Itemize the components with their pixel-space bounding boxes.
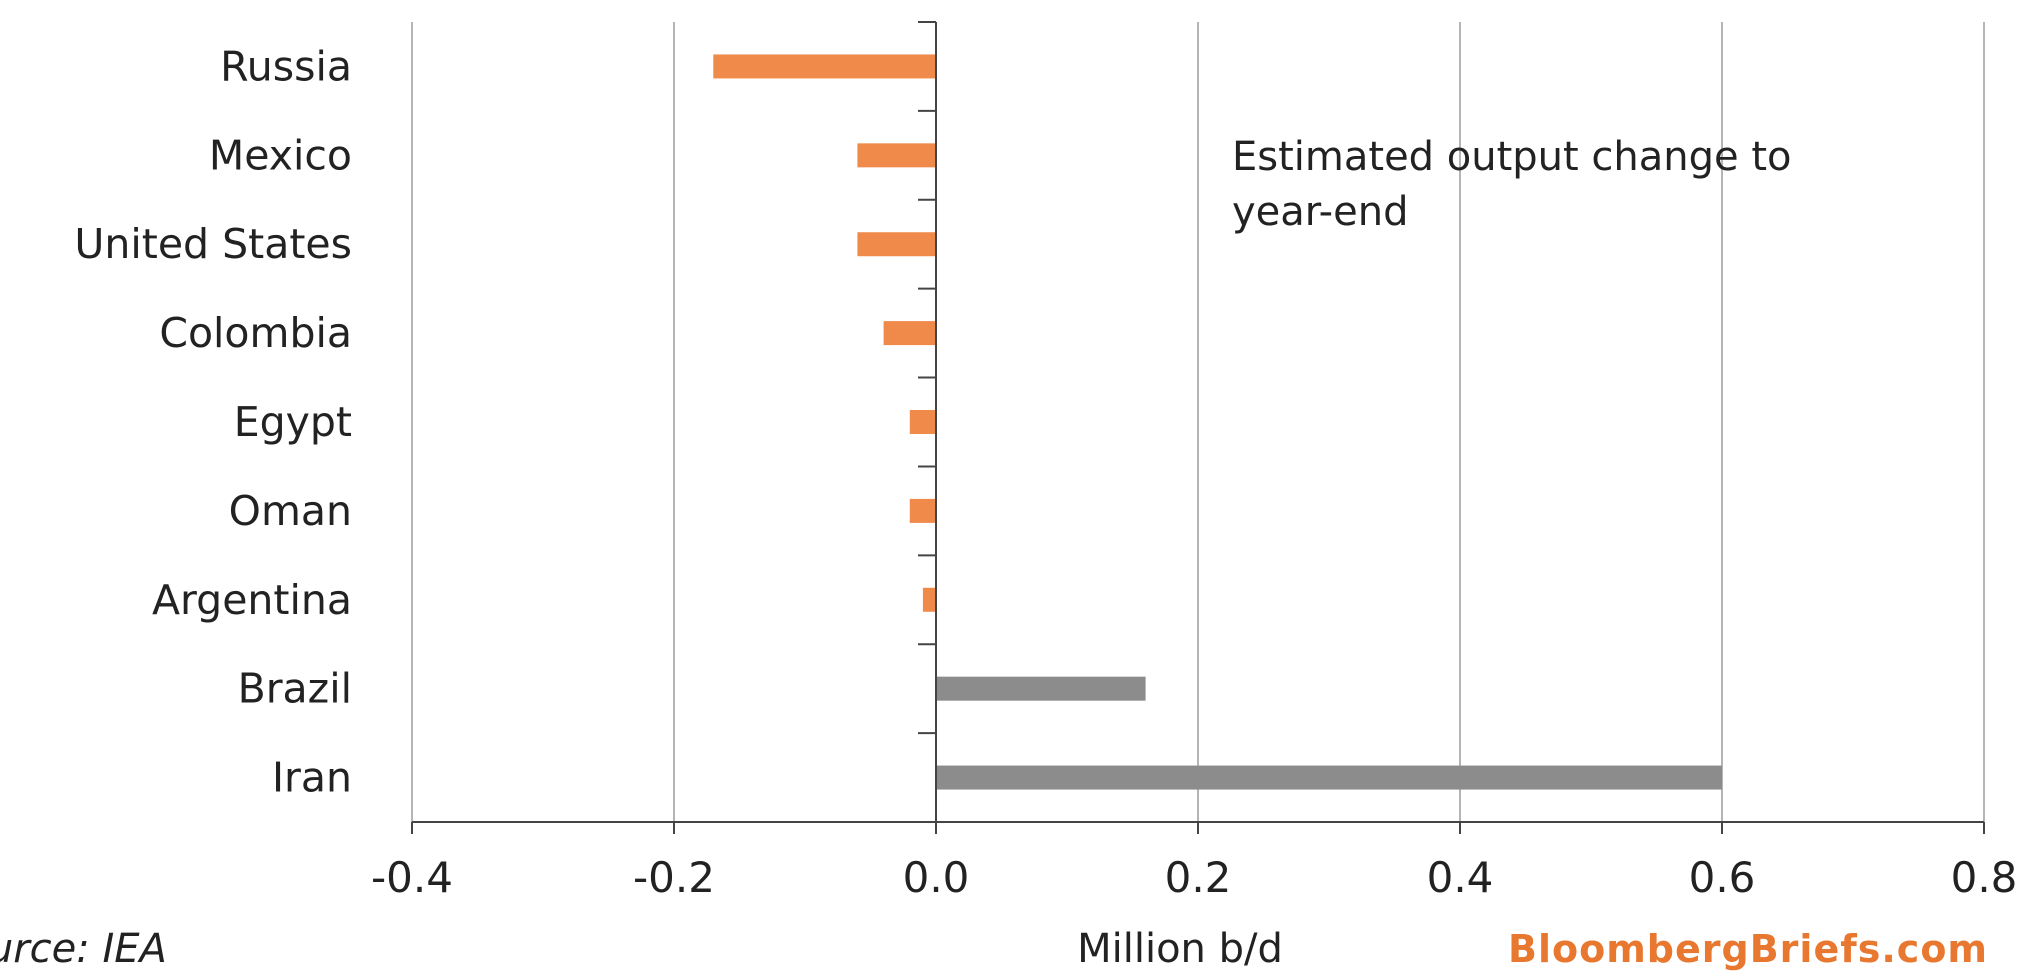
category-label: Russia	[220, 42, 352, 90]
x-tick-label: -0.4	[371, 853, 453, 902]
annotation-line-2: year-end	[1232, 189, 1408, 235]
x-tick-label: 0.0	[903, 853, 970, 902]
x-tick-label: 0.6	[1689, 853, 1756, 902]
bars	[713, 54, 1722, 790]
category-label: Colombia	[159, 309, 352, 357]
bar-argentina	[922, 587, 936, 612]
x-tick-label: 0.8	[1951, 853, 2018, 902]
category-label: United States	[74, 220, 352, 268]
bar-egypt	[909, 410, 936, 434]
category-label: Mexico	[209, 131, 352, 179]
category-label: Iran	[272, 754, 352, 802]
category-label: Argentina	[152, 576, 352, 624]
source-note: Source: IEA	[0, 926, 167, 972]
gridlines	[411, 22, 1985, 822]
x-tick-label: 0.4	[1427, 853, 1494, 902]
bar-russia	[713, 54, 936, 79]
axes	[411, 21, 1985, 834]
bar-mexico	[857, 143, 936, 168]
bar-united-states	[857, 232, 936, 257]
brand-logo-text: BloombergBriefs.com	[1508, 927, 1988, 971]
bar-brazil	[936, 676, 1146, 701]
x-axis-label: Million b/d	[1077, 926, 1283, 972]
bar-oman	[909, 498, 936, 523]
category-label: Egypt	[234, 398, 352, 446]
x-tick-label: 0.2	[1165, 853, 1232, 902]
category-label: Oman	[229, 487, 352, 535]
x-tick-label: -0.2	[633, 853, 715, 902]
category-labels: Russia Mexico United States Colombia Egypt Om…	[74, 42, 352, 801]
bar-colombia	[883, 321, 936, 346]
x-tick-labels: -0.4 -0.2 0.0 0.2 0.4 0.6 0.8	[371, 853, 2017, 902]
bar-iran	[936, 765, 1722, 790]
annotation-line-1: Estimated output change to	[1232, 134, 1792, 180]
category-label: Brazil	[238, 665, 352, 713]
